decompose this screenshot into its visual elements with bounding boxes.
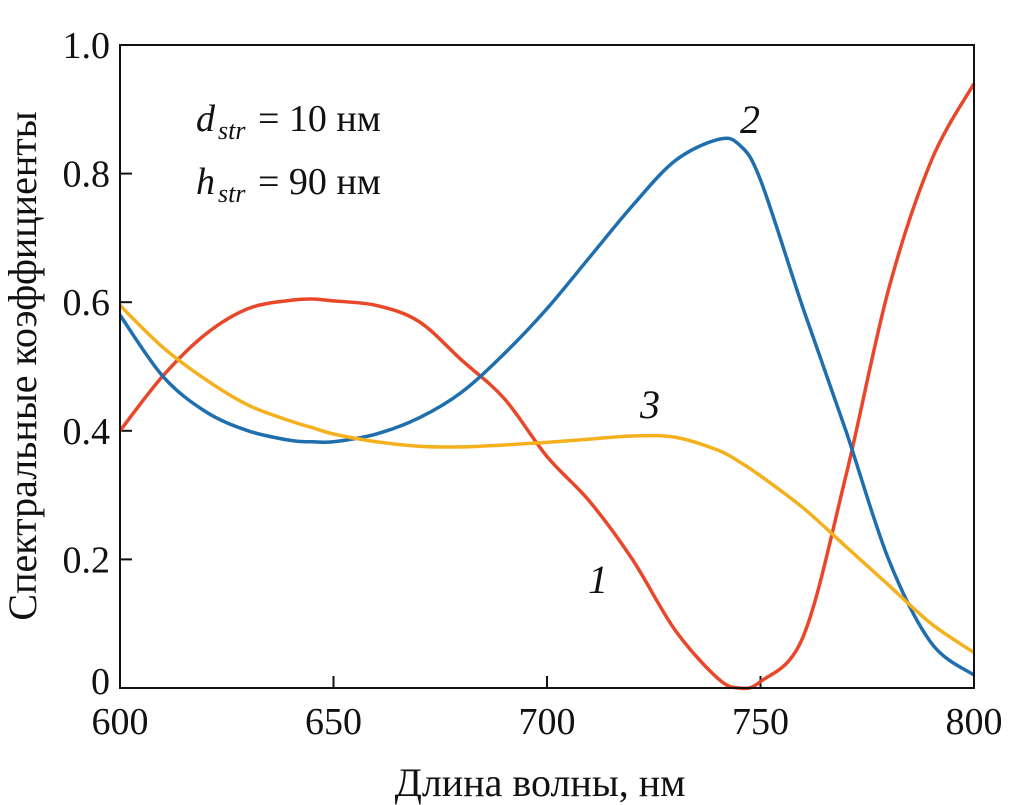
curve-label-3: 3 [639, 382, 660, 427]
y-tick-label: 1.0 [63, 25, 111, 67]
annotation-h-str: h str = 90 нм [196, 161, 381, 208]
x-tick-label: 600 [92, 701, 149, 743]
x-tick-label: 750 [732, 701, 789, 743]
plot-frame [119, 44, 975, 689]
annotation-d-str: d str = 10 нм [196, 98, 381, 145]
curve-label-1: 1 [588, 557, 608, 602]
y-tick-label: 0 [91, 661, 110, 703]
series-line-1 [118, 82, 976, 691]
curve-label-2: 2 [740, 97, 760, 142]
x-tick-label: 700 [519, 701, 576, 743]
y-tick-label: 0.2 [63, 539, 111, 581]
y-tick-label: 0.4 [63, 411, 111, 453]
x-axis-label: Длина волны, нм [395, 760, 686, 805]
y-tick-label: 0.8 [63, 154, 111, 196]
y-tick-label: 0.6 [63, 282, 111, 324]
series-line-3 [118, 304, 975, 655]
series-line-2 [118, 136, 976, 677]
y-axis-label: Спектральные коэффициенты [0, 111, 45, 620]
x-tick-label: 800 [946, 701, 1003, 743]
x-tick-label: 650 [305, 701, 362, 743]
